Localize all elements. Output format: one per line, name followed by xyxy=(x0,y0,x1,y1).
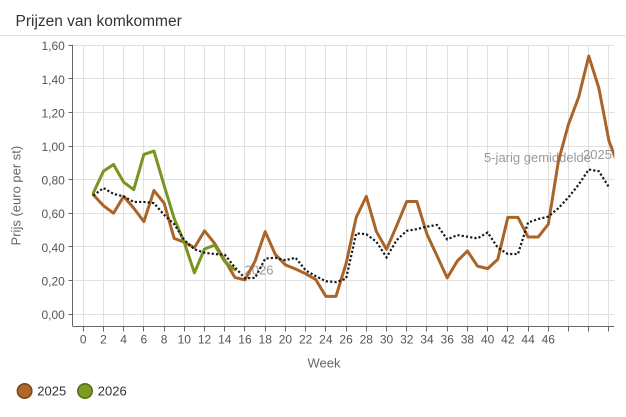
svg-text:0,80: 0,80 xyxy=(41,174,65,188)
svg-text:Prijs (euro per st): Prijs (euro per st) xyxy=(9,146,24,246)
svg-text:0: 0 xyxy=(80,333,87,347)
svg-text:14: 14 xyxy=(218,333,232,347)
svg-text:Prijzen van komkommer: Prijzen van komkommer xyxy=(16,13,182,30)
svg-text:36: 36 xyxy=(441,333,455,347)
svg-text:28: 28 xyxy=(360,333,374,347)
svg-text:5-jarig gemiddelde: 5-jarig gemiddelde xyxy=(484,150,591,165)
svg-text:1,20: 1,20 xyxy=(41,106,65,120)
svg-text:0,20: 0,20 xyxy=(41,274,65,288)
svg-text:0,60: 0,60 xyxy=(41,207,65,221)
svg-text:40: 40 xyxy=(481,333,495,347)
svg-text:1,00: 1,00 xyxy=(41,140,65,154)
svg-text:Week: Week xyxy=(308,356,341,371)
svg-text:24: 24 xyxy=(319,333,333,347)
svg-text:2026: 2026 xyxy=(98,383,127,398)
svg-text:1,60: 1,60 xyxy=(41,39,65,53)
svg-text:34: 34 xyxy=(420,333,434,347)
svg-text:6: 6 xyxy=(141,333,148,347)
svg-text:1,40: 1,40 xyxy=(41,73,65,87)
svg-text:38: 38 xyxy=(461,333,475,347)
svg-text:2: 2 xyxy=(100,333,107,347)
svg-text:18: 18 xyxy=(259,333,273,347)
svg-text:32: 32 xyxy=(400,333,414,347)
svg-text:26: 26 xyxy=(339,333,353,347)
svg-text:2025: 2025 xyxy=(37,383,66,398)
svg-text:44: 44 xyxy=(521,333,535,347)
svg-text:42: 42 xyxy=(501,333,515,347)
svg-text:0,00: 0,00 xyxy=(41,308,65,322)
svg-text:10: 10 xyxy=(178,333,192,347)
svg-text:30: 30 xyxy=(380,333,394,347)
svg-text:2025: 2025 xyxy=(583,147,612,162)
svg-text:8: 8 xyxy=(161,333,168,347)
svg-text:0,40: 0,40 xyxy=(41,241,65,255)
svg-text:22: 22 xyxy=(299,333,313,347)
svg-text:20: 20 xyxy=(279,333,293,347)
svg-text:46: 46 xyxy=(542,333,556,347)
svg-text:12: 12 xyxy=(198,333,212,347)
svg-text:4: 4 xyxy=(120,333,127,347)
svg-text:16: 16 xyxy=(238,333,252,347)
